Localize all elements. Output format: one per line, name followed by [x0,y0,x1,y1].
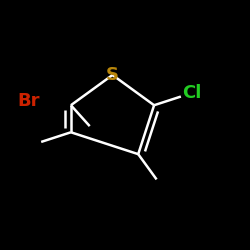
Text: Br: Br [18,92,40,110]
Text: Cl: Cl [182,84,201,102]
Text: S: S [106,66,119,84]
